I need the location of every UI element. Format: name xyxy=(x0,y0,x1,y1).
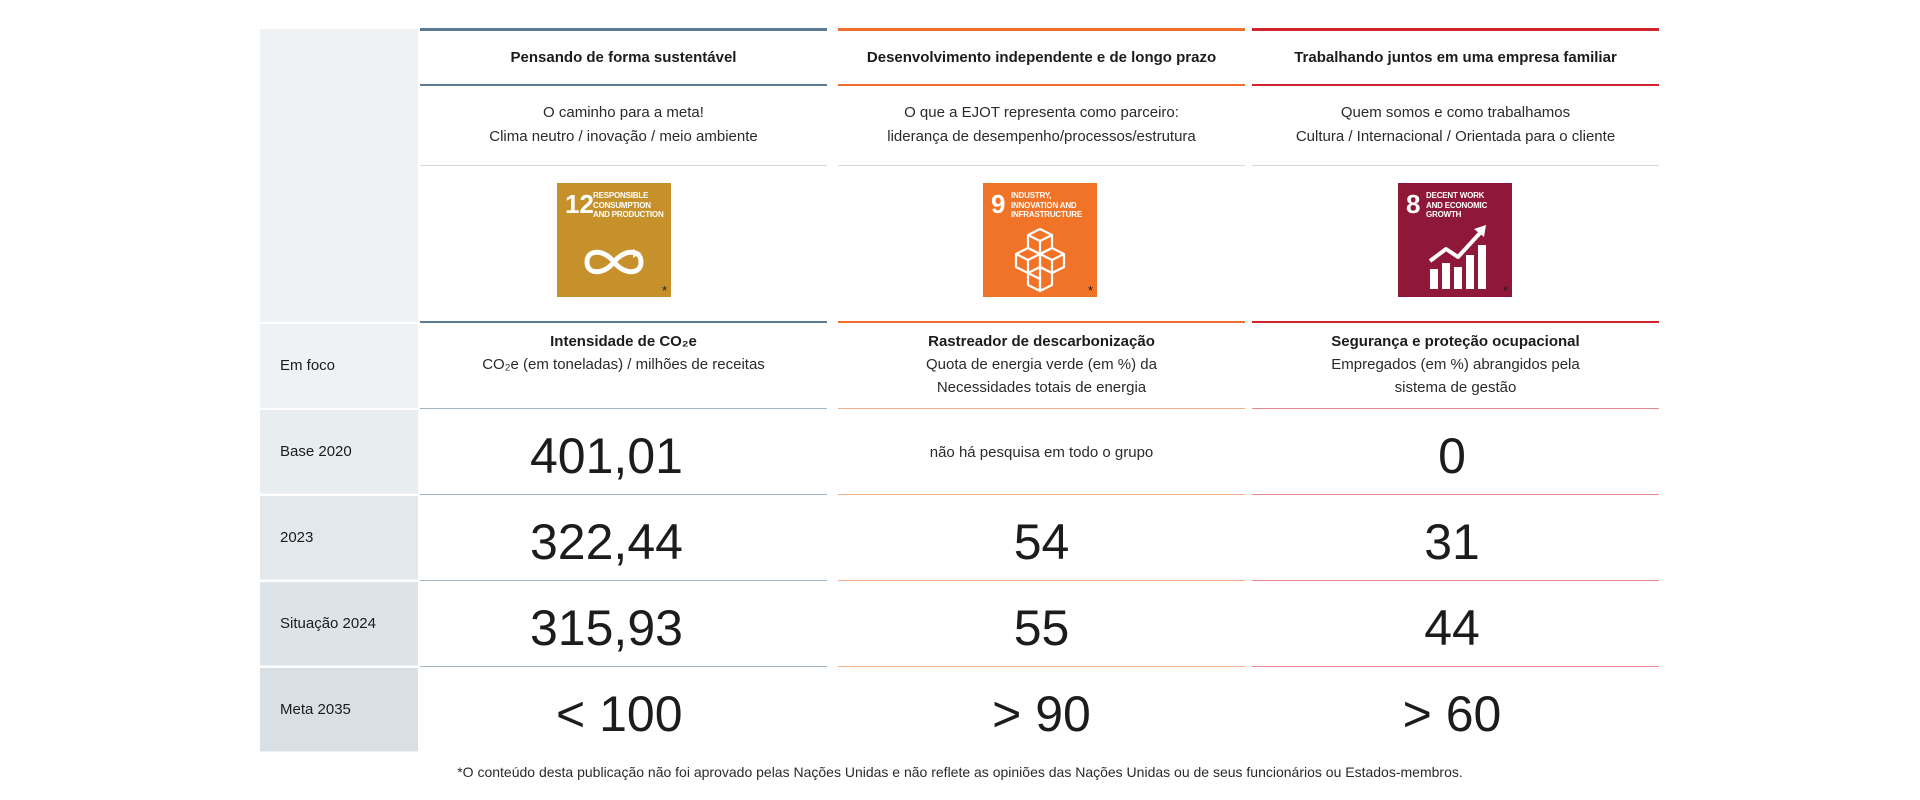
row-separator xyxy=(260,408,418,410)
value-target-2035: < 100 xyxy=(556,686,683,742)
value-target-2035: > 90 xyxy=(992,686,1091,742)
sdg-title: Decent work and economic growth xyxy=(1426,191,1488,219)
focus-title: Intensidade de CO₂e xyxy=(550,333,697,350)
subtitle-line: Cultura / Internacional / Orientada para… xyxy=(1295,128,1616,145)
value-base-2020: não há pesquisa em todo o grupo xyxy=(929,443,1154,461)
subtitle-line: Quem somos e como trabalhamos xyxy=(1340,104,1571,121)
row-separator xyxy=(260,666,418,668)
column-subtitle: O que a EJOT representa como parceiro: l… xyxy=(838,101,1245,149)
row-line xyxy=(838,666,1245,667)
value-2023: 322,44 xyxy=(530,514,683,570)
subtitle-line: O caminho para a meta! xyxy=(543,104,704,121)
row-line xyxy=(420,580,827,581)
row-line xyxy=(838,580,1245,581)
row-line xyxy=(1252,408,1659,409)
sdg-number: 8 xyxy=(1406,189,1421,219)
focus-title: Segurança e proteção ocupacional xyxy=(1331,333,1580,350)
row-label-status: Situação 2024 xyxy=(260,581,418,665)
column-subtitle: Quem somos e como trabalhamos Cultura / … xyxy=(1252,101,1659,149)
focus-description: CO₂e (em toneladas) / milhões de receita… xyxy=(482,356,765,373)
sdg-asterisk: * xyxy=(661,283,667,298)
row-separator xyxy=(260,322,418,324)
accent-line xyxy=(1252,28,1659,31)
cubes-icon xyxy=(1014,227,1066,293)
row-separator xyxy=(260,580,418,582)
row-line xyxy=(1252,494,1659,495)
focus-description: Empregados (em %) abrangidos pela xyxy=(1331,356,1580,373)
value-target-2035: > 60 xyxy=(1402,686,1502,742)
sdg-number: 9 xyxy=(991,189,1006,219)
sdg-asterisk: * xyxy=(1087,283,1093,298)
accent-line xyxy=(838,321,1245,323)
value-2023: 54 xyxy=(1013,514,1070,570)
sdg-12-tile: 12 Responsible consumption and productio… xyxy=(557,183,671,297)
accent-line xyxy=(1252,321,1659,323)
row-line xyxy=(1252,666,1659,667)
subtitle-line: Clima neutro / inovação / meio ambiente xyxy=(489,128,758,145)
footnote: *O conteúdo desta publicação não foi apr… xyxy=(457,764,1463,780)
value-2024: 44 xyxy=(1424,600,1480,656)
row-line xyxy=(420,494,827,495)
accent-line xyxy=(420,84,827,86)
row-label-base: Base 2020 xyxy=(260,409,418,493)
row-label-target: Meta 2035 xyxy=(260,667,418,751)
sdg-asterisk: * xyxy=(1502,283,1508,298)
row-line xyxy=(420,408,827,409)
column-family-company: Trabalhando juntos em uma empresa famili… xyxy=(1252,0,1659,752)
divider xyxy=(838,165,1245,166)
focus-description: Necessidades totais de energia xyxy=(936,379,1147,396)
accent-line xyxy=(420,321,827,323)
focus-description: Quota de energia verde (em %) da xyxy=(926,356,1157,373)
row-label-2023: 2023 xyxy=(260,495,418,579)
subtitle-line: O que a EJOT representa como parceiro: xyxy=(904,104,1179,121)
focus-metric: Rastreador de descarbonização Quota de e… xyxy=(838,330,1245,399)
focus-metric: Segurança e proteção ocupacional Emprega… xyxy=(1252,330,1659,399)
row-line xyxy=(420,666,827,667)
value-2024: 315,93 xyxy=(530,600,683,656)
sdg-8-tile: 8 Decent work and economic growth * xyxy=(1398,183,1512,297)
focus-title: Rastreador de descarbonização xyxy=(928,333,1155,350)
subtitle-line: liderança de desempenho/processos/estrut… xyxy=(887,128,1196,145)
accent-line xyxy=(420,28,827,31)
column-heading: Pensando de forma sustentável xyxy=(510,48,737,66)
row-separator xyxy=(260,494,418,496)
infinity-icon xyxy=(584,249,644,275)
accent-line xyxy=(838,28,1245,31)
growth-chart-icon xyxy=(1428,225,1486,289)
row-label-focus: Em foco xyxy=(260,323,418,407)
column-heading: Desenvolvimento independente e de longo … xyxy=(866,48,1217,66)
accent-line xyxy=(838,84,1245,86)
focus-description: sistema de gestão xyxy=(1394,379,1517,396)
column-heading: Trabalhando juntos em uma empresa famili… xyxy=(1294,48,1617,66)
sdg-9-tile: 9 Industry, innovation and infrastructur… xyxy=(983,183,1097,297)
value-base-2020: 0 xyxy=(1438,428,1466,484)
sdg-title: Responsible consumption and production xyxy=(593,191,664,219)
row-line xyxy=(838,494,1245,495)
column-subtitle: O caminho para a meta! Clima neutro / in… xyxy=(420,101,827,149)
value-2023: 31 xyxy=(1424,514,1480,570)
sdg-number: 12 xyxy=(565,189,594,219)
divider xyxy=(420,165,827,166)
value-base-2020: 401,01 xyxy=(530,428,683,484)
column-independent: Desenvolvimento independente e de longo … xyxy=(838,0,1245,752)
focus-metric: Intensidade de CO₂e CO₂e (em toneladas) … xyxy=(420,330,827,376)
value-2024: 55 xyxy=(1013,600,1070,656)
row-line xyxy=(838,408,1245,409)
row-line xyxy=(1252,580,1659,581)
sdg-title: Industry, innovation and infrastructure xyxy=(1011,191,1082,219)
column-sustainable: Pensando de forma sustentável O caminho … xyxy=(420,0,827,752)
accent-line xyxy=(1252,84,1659,86)
divider xyxy=(1252,165,1659,166)
